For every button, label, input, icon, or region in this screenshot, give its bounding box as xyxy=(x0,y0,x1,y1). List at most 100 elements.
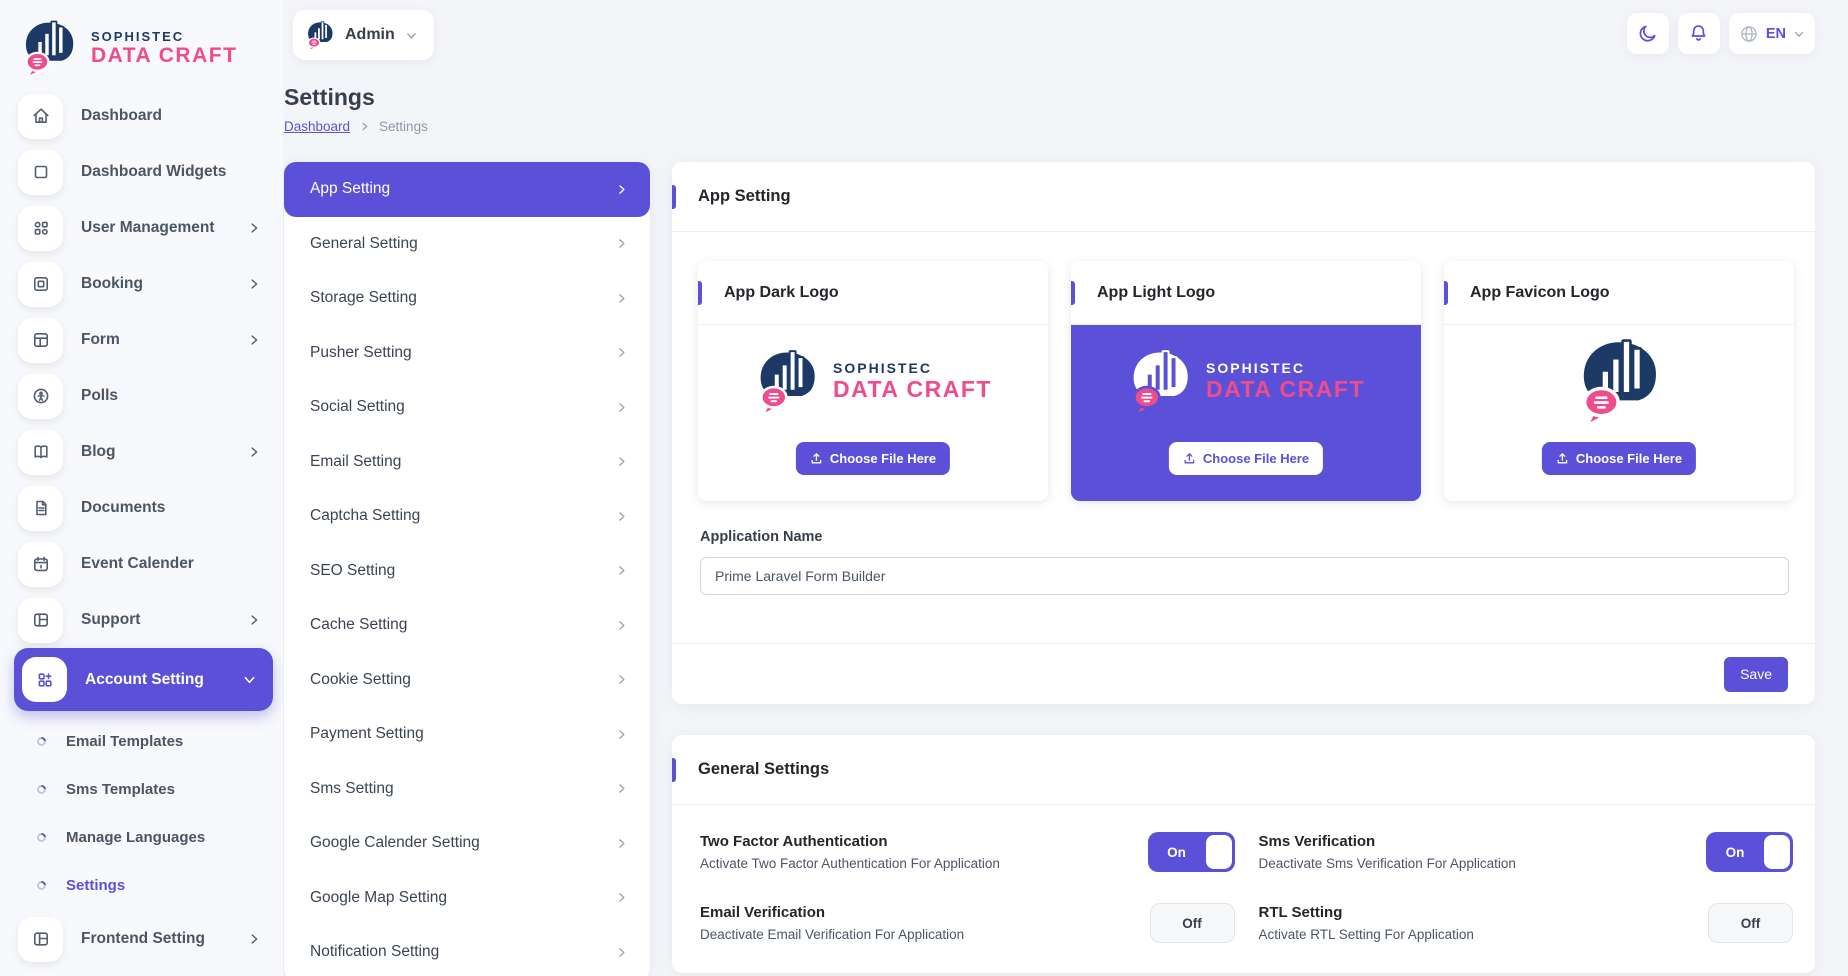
app-light-logo-header: App Light Logo xyxy=(1071,261,1421,325)
polls-icon xyxy=(18,373,63,419)
app-light-logo-preview: SOPHISTEC DATA CRAFT Choose File Here xyxy=(1071,325,1421,501)
app-dark-logo-header: App Dark Logo xyxy=(698,261,1048,325)
app-logo[interactable]: SOPHISTEC DATA CRAFT xyxy=(0,14,283,88)
menu-item-google-map-setting[interactable]: Google Map Setting xyxy=(284,871,650,926)
menu-item-cookie-setting[interactable]: Cookie Setting xyxy=(284,653,650,708)
blog-icon xyxy=(18,429,63,475)
chevron-right-icon xyxy=(251,335,258,345)
sidebar-item-support[interactable]: Support xyxy=(0,592,283,648)
menu-item-google-calender-setting[interactable]: Google Calender Setting xyxy=(284,816,650,871)
toggle-state: Off xyxy=(1182,915,1202,931)
menu-item-sms-setting[interactable]: Sms Setting xyxy=(284,762,650,817)
widget-icon xyxy=(18,149,63,195)
toggle-description: Activate RTL Setting For Application xyxy=(1258,927,1474,942)
sidebar-item-booking[interactable]: Booking xyxy=(0,256,283,312)
sidebar-item-form[interactable]: Form xyxy=(0,312,283,368)
chevron-right-icon xyxy=(251,934,258,944)
sidebar-item-documents[interactable]: Documents xyxy=(0,480,283,536)
toggle-text: RTL Setting Activate RTL Setting For App… xyxy=(1259,904,1474,942)
app-setting-card: App Setting App Dark Logo SOPHISTEC xyxy=(672,162,1815,704)
chevron-right-icon xyxy=(619,784,625,794)
menu-item-payment-setting[interactable]: Payment Setting xyxy=(284,707,650,762)
choose-light-logo-button[interactable]: Choose File Here xyxy=(1168,442,1324,475)
menu-item-pusher-setting[interactable]: Pusher Setting xyxy=(284,326,650,381)
chevron-right-icon xyxy=(619,457,625,467)
logo-cards-row: App Dark Logo SOPHISTEC DATA CRAFT xyxy=(672,232,1815,501)
calendar-icon xyxy=(18,541,63,587)
sidebar-item-label: User Management xyxy=(81,219,215,236)
application-name-input[interactable] xyxy=(700,557,1789,595)
sms-verification-row: Sms Verification Deactivate Sms Verifica… xyxy=(1259,832,1793,872)
chevron-right-icon xyxy=(619,511,625,521)
sidebar-item-frontend-setting[interactable]: Frontend Setting xyxy=(0,911,283,967)
sidebar-subitem-sms-templates[interactable]: Sms Templates xyxy=(0,765,283,813)
sidebar-item-event-calender[interactable]: Event Calender xyxy=(0,536,283,592)
menu-item-label: App Setting xyxy=(310,180,391,198)
account-setting-submenu: Email Templates Sms Templates Manage Lan… xyxy=(0,711,283,911)
sms-verification-toggle[interactable]: On xyxy=(1706,832,1793,872)
sidebar-item-polls[interactable]: Polls xyxy=(0,368,283,424)
home-icon xyxy=(18,93,63,139)
menu-item-cache-setting[interactable]: Cache Setting xyxy=(284,598,650,653)
subnav-label: Settings xyxy=(66,876,126,894)
menu-item-notification-setting[interactable]: Notification Setting xyxy=(284,925,650,976)
chevron-right-icon xyxy=(251,223,258,233)
chevron-down-icon xyxy=(244,676,255,684)
language-label: EN xyxy=(1765,25,1786,42)
settings-panel: App Setting App Dark Logo SOPHISTEC xyxy=(672,162,1815,973)
chevron-right-icon xyxy=(619,947,625,957)
breadcrumb: Dashboard Settings xyxy=(284,119,1815,134)
sidebar-item-dashboard[interactable]: Dashboard xyxy=(0,88,283,144)
menu-item-app-setting[interactable]: App Setting xyxy=(284,162,650,217)
choose-dark-logo-button[interactable]: Choose File Here xyxy=(795,442,951,475)
notifications-button[interactable] xyxy=(1677,13,1720,54)
app-favicon-logo-preview: Choose File Here xyxy=(1444,325,1794,501)
brand-logo-icon xyxy=(760,350,815,414)
two-factor-authentication-toggle[interactable]: On xyxy=(1147,832,1235,872)
toggle-state: On xyxy=(1725,844,1745,860)
app-favicon-logo-card: App Favicon Logo Choose File Here xyxy=(1444,261,1794,501)
menu-item-label: Google Map Setting xyxy=(310,888,448,906)
toggle-description: Activate Two Factor Authentication For A… xyxy=(700,856,1000,871)
admin-menu-button[interactable]: Admin xyxy=(293,10,434,60)
email-verification-toggle[interactable]: Off xyxy=(1149,903,1235,943)
menu-item-social-setting[interactable]: Social Setting xyxy=(284,380,650,435)
general-settings-grid: Two Factor Authentication Activate Two F… xyxy=(672,805,1815,973)
sidebar-subitem-email-templates[interactable]: Email Templates xyxy=(0,717,283,765)
sidebar-item-dashboard-widgets[interactable]: Dashboard Widgets xyxy=(0,144,283,200)
account-grid-plus-icon xyxy=(22,657,67,702)
brand-logo-text: SOPHISTEC DATA CRAFT xyxy=(833,360,992,403)
sidebar: SOPHISTEC DATA CRAFT Dashboard Dashboard… xyxy=(0,0,283,976)
dark-mode-button[interactable] xyxy=(1626,13,1669,54)
chevron-down-icon xyxy=(406,32,416,39)
language-selector[interactable]: EN xyxy=(1728,13,1815,54)
sidebar-item-blog[interactable]: Blog xyxy=(0,424,283,480)
menu-item-captcha-setting[interactable]: Captcha Setting xyxy=(284,489,650,544)
sidebar-item-label: Form xyxy=(81,331,120,348)
brand-logo-icon xyxy=(1583,340,1656,425)
menu-item-label: Cookie Setting xyxy=(310,670,411,688)
sidebar-item-account-setting[interactable]: Account Setting xyxy=(14,648,273,711)
sidebar-item-user-management[interactable]: User Management xyxy=(0,200,283,256)
sidebar-subitem-manage-languages[interactable]: Manage Languages xyxy=(0,813,283,861)
sidebar-subitem-settings[interactable]: Settings xyxy=(0,861,283,909)
globe-icon xyxy=(1741,25,1757,42)
chevron-right-icon xyxy=(619,184,625,194)
menu-item-general-setting[interactable]: General Setting xyxy=(284,217,650,272)
breadcrumb-dashboard-link[interactable]: Dashboard xyxy=(284,119,351,134)
menu-item-seo-setting[interactable]: SEO Setting xyxy=(284,544,650,599)
menu-item-email-setting[interactable]: Email Setting xyxy=(284,435,650,490)
brand-logo-icon xyxy=(25,21,74,77)
moon-icon xyxy=(1640,25,1656,42)
choose-favicon-logo-button[interactable]: Choose File Here xyxy=(1541,442,1697,475)
upload-icon xyxy=(1184,453,1195,464)
brand-name-bottom: DATA CRAFT xyxy=(91,43,238,67)
save-button[interactable]: Save xyxy=(1724,656,1788,692)
chevron-right-icon xyxy=(251,615,258,625)
menu-item-label: Notification Setting xyxy=(310,943,440,961)
app-light-logo-card: App Light Logo SOPHISTEC DATA CRAFT xyxy=(1071,261,1421,501)
booking-icon xyxy=(18,261,63,307)
dark-logo-image: SOPHISTEC DATA CRAFT xyxy=(754,339,992,423)
rtl-setting-toggle[interactable]: Off xyxy=(1708,903,1793,943)
menu-item-storage-setting[interactable]: Storage Setting xyxy=(284,271,650,326)
